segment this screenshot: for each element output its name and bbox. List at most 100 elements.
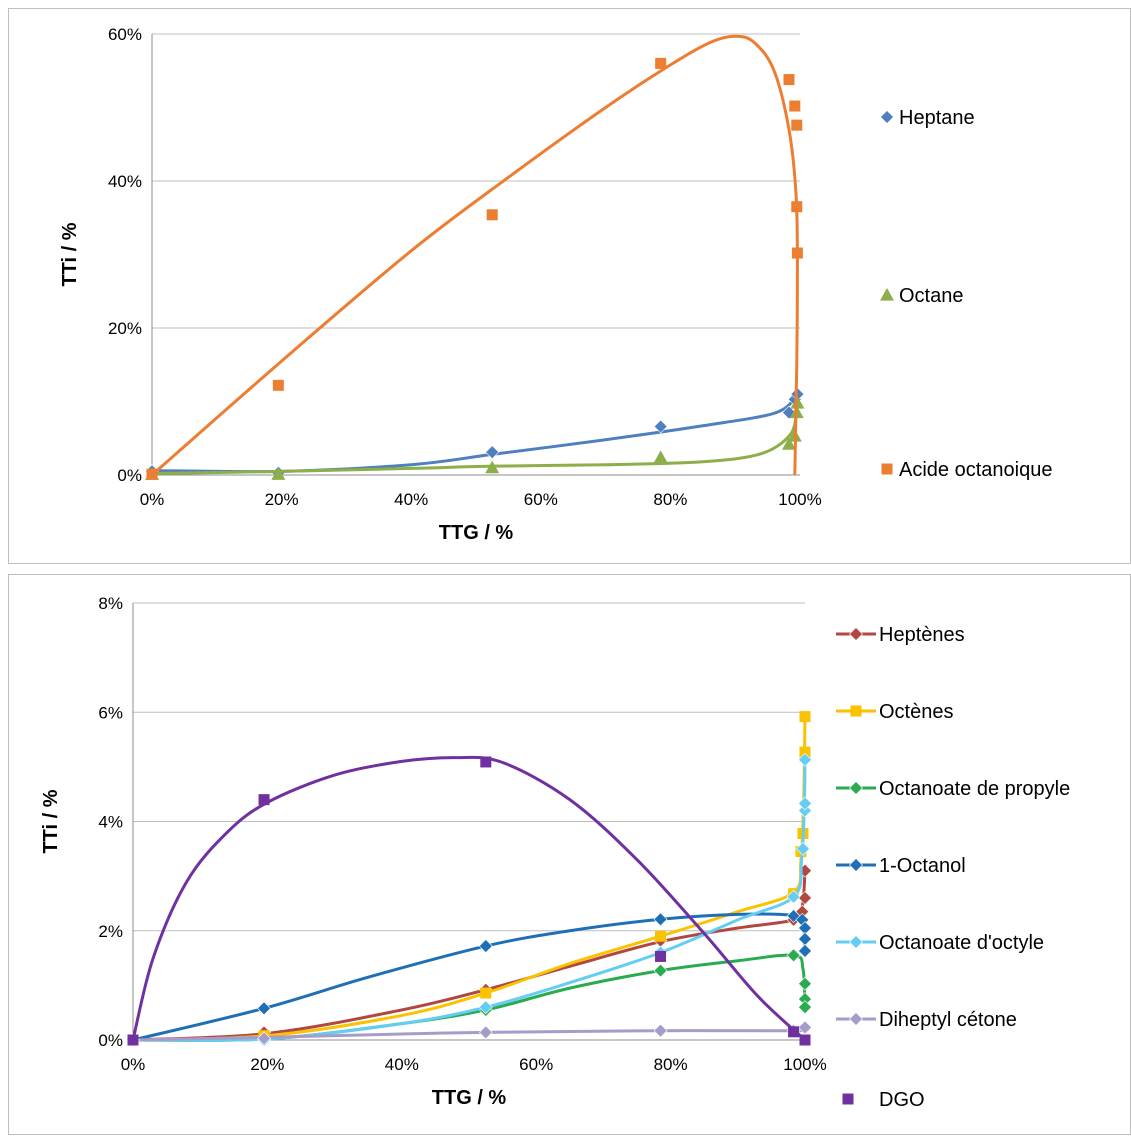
bottom-chart-series-dgo-point (480, 756, 492, 768)
bottom-chart-y-tick-label: 4% (98, 813, 123, 832)
bottom-chart-series-octanoate-d-octyle-point (798, 796, 812, 811)
bottom-chart-legend-item-dgo-label: DGO (879, 1089, 925, 1111)
bottom-chart-series-oct-nes-point (799, 746, 811, 758)
bottom-chart-series-octanoate-de-propyle-point (786, 948, 801, 963)
top-chart-y-tick-label: 0% (117, 466, 142, 485)
bottom-chart-series-dgo-point (258, 794, 270, 806)
top-chart-series-acide-octanoique-point (789, 100, 801, 112)
top-chart-series-acide-octanoique-point (486, 209, 498, 221)
bottom-chart-legend: Heptènes Octènes Octanoate de propyle 1-Oct… (836, 624, 1070, 1111)
bottom-chart-series-oct-nes-curve (132, 716, 807, 1042)
top-chart-legend-item-heptane: Heptane (880, 107, 975, 129)
top-chart-legend-item-acide-octanoique: Acide octanoique (881, 459, 1052, 481)
top-chart-gridlines (152, 33, 800, 476)
top-chart-series-acide-octanoique-curve (151, 34, 799, 477)
bottom-chart-series-1-octanol-point (653, 912, 668, 927)
bottom-chart-x-tick-label: 20% (250, 1055, 284, 1074)
top-chart-series-heptane-curve (151, 395, 798, 474)
top-chart-series-heptane-point (653, 419, 668, 434)
top-chart-x-tick-label: 60% (524, 490, 558, 509)
bottom-chart-legend-item-octanoate-de-propyle: Octanoate de propyle (836, 778, 1070, 800)
bottom-chart-legend-item-octanoate-d-octyle-label: Octanoate d'octyle (879, 932, 1044, 954)
top-chart-series-octane-curve (151, 409, 799, 476)
top-chart-y-tick-label: 20% (108, 319, 142, 338)
bottom-chart-y-tick-label: 2% (98, 922, 123, 941)
top-chart-legend-item-heptane-label: Heptane (899, 107, 975, 129)
bottom-chart-legend-item-diheptyl-c-tone-marker (849, 1012, 863, 1026)
bottom-chart-series-dgo-point (788, 1026, 800, 1038)
top-chart-series-octane-point (485, 460, 500, 474)
bottom-chart-series-octanoate-d-octyle-point (786, 889, 801, 904)
bottom-chart-y-tick-label: 8% (98, 594, 123, 613)
top-chart-plot-area (145, 34, 805, 480)
bottom-chart-series-octanoate-d-octyle-point (798, 752, 812, 767)
bottom-chart-series-hept-nes-point (798, 891, 812, 905)
top-chart-legend-item-acide-octanoique-label: Acide octanoique (899, 459, 1052, 481)
bottom-chart-legend-item-octanoate-de-propyle-marker (849, 781, 863, 795)
bottom-chart-legend-item-octanoate-d-octyle-marker (849, 935, 863, 949)
top-chart-series-heptane-point (485, 445, 500, 460)
bottom-chart-series-1-octanol-point (478, 939, 493, 953)
chart-panel-bottom: 0% 2% 4% 6% 8% 0% 20% 40% 60% 80% 100% TTG / % TTi /… (8, 574, 1131, 1135)
bottom-chart-legend-item-diheptyl-c-tone: Diheptyl cétone (836, 1009, 1017, 1031)
top-chart-series-acide-octanoique (146, 34, 803, 480)
bottom-chart-legend-item-dgo-marker (842, 1093, 854, 1105)
bottom-chart-legend-item-diheptyl-c-tone-label: Diheptyl cétone (879, 1009, 1017, 1031)
bottom-chart-series-oct-nes-point (655, 930, 667, 942)
bottom-chart-series-diheptyl-c-tone-point (798, 1020, 812, 1035)
bottom-chart-x-tick-label: 40% (385, 1055, 419, 1074)
bottom-chart-legend-item-dgo: DGO (842, 1089, 925, 1111)
top-chart-series-acide-octanoique-point (791, 201, 803, 213)
bottom-chart-series-1-octanol-point (257, 1001, 271, 1016)
bottom-chart-series-dgo-point (655, 950, 667, 962)
bottom-chart-series-1-octanol-point (798, 932, 812, 946)
bottom-chart-series-hept-nes (126, 863, 812, 1047)
top-chart-y-axis-title: TTi / % (59, 222, 81, 286)
bottom-chart-y-tick-label: 0% (98, 1031, 123, 1050)
bottom-chart-series-dgo-point (799, 1034, 811, 1046)
bottom-chart-svg: 0% 2% 4% 6% 8% 0% 20% 40% 60% 80% 100% TTG / % TTi /… (40, 594, 1070, 1111)
bottom-chart-series-diheptyl-c-tone-curve (132, 1027, 810, 1042)
top-chart-series-acide-octanoique-point (791, 247, 803, 259)
bottom-chart-legend-item-hept-nes-label: Heptènes (879, 624, 965, 646)
bottom-chart-legend-item-1-octanol-label: 1-Octanol (879, 855, 966, 877)
top-chart-series-octane (145, 395, 805, 480)
top-chart-legend-item-octane-label: Octane (899, 285, 963, 307)
bottom-chart-y-axis-title: TTi / % (40, 789, 62, 853)
bottom-chart-legend-item-1-octanol-marker (849, 858, 863, 872)
bottom-chart-series-diheptyl-c-tone-point (653, 1023, 668, 1038)
bottom-chart-legend-item-oct-nes-label: Octènes (879, 701, 953, 723)
bottom-chart-series-dgo-point (127, 1034, 139, 1046)
top-chart-legend-item-heptane-marker (880, 110, 894, 124)
top-chart-series-octane-point (781, 437, 796, 450)
bottom-chart-series-octanoate-d-octyle-point (796, 841, 810, 856)
bottom-chart-legend-item-oct-nes: Octènes (836, 701, 953, 723)
top-chart-y-tick-label: 40% (108, 172, 142, 191)
top-chart-series-octane-point (271, 467, 286, 480)
bottom-chart-plot-area (126, 711, 812, 1047)
bottom-chart-series-octanoate-de-propyle-point (798, 1000, 812, 1015)
bottom-chart-series-diheptyl-c-tone-point (257, 1031, 271, 1046)
top-chart-x-tick-label: 20% (265, 490, 299, 509)
bottom-chart-series-dgo (127, 755, 811, 1046)
chart-panel-top: 0% 20% 40% 60% 0% 20% 40% 60% 80% 100% TTG / % TTi … (8, 8, 1131, 564)
bottom-chart-x-axis-title: TTG / % (432, 1087, 507, 1109)
bottom-chart-series-oct-nes-point (480, 987, 492, 999)
top-chart-series-acide-octanoique-point (655, 57, 667, 69)
top-chart-legend-item-acide-octanoique-marker (881, 463, 893, 475)
bottom-chart-x-tick-label: 0% (121, 1055, 146, 1074)
bottom-chart-legend-item-oct-nes-marker (850, 705, 862, 717)
bottom-chart-legend-item-octanoate-de-propyle-label: Octanoate de propyle (879, 778, 1070, 800)
top-chart-y-tick-label: 60% (108, 25, 142, 44)
bottom-chart-series-oct-nes-point (799, 711, 811, 723)
bottom-chart-series-octanoate-d-octyle-point (478, 1000, 493, 1015)
bottom-chart-series-diheptyl-c-tone-point (478, 1025, 493, 1040)
bottom-chart-x-tick-label: 60% (519, 1055, 553, 1074)
top-chart-legend: Heptane Octane Acide octanoique (880, 107, 1052, 481)
top-chart-legend-item-octane-marker (880, 288, 894, 301)
top-chart-x-tick-label: 100% (778, 490, 821, 509)
bottom-chart-x-tick-label: 80% (654, 1055, 688, 1074)
bottom-chart-series-1-octanol-point (798, 944, 812, 958)
bottom-chart-series-octanoate-de-propyle-point (798, 976, 812, 991)
top-chart-legend-item-octane: Octane (880, 285, 963, 307)
